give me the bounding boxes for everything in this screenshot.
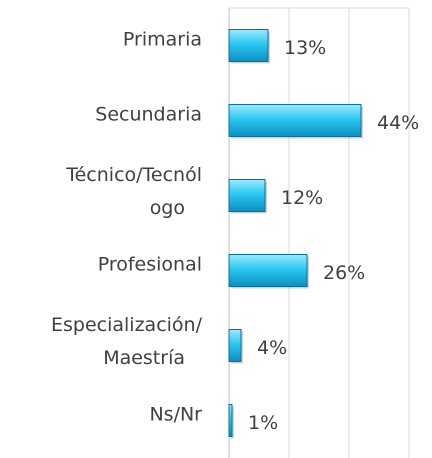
bar: [228, 254, 308, 287]
y-tick-label: Especialización/Maestría: [51, 314, 203, 369]
y-tick-label-line: Profesional: [98, 253, 202, 275]
y-tick-label: Secundaria: [95, 103, 202, 125]
y-tick-label-line: Ns/Nr: [149, 403, 202, 425]
data-label: 12%: [281, 187, 323, 209]
data-label: 13%: [284, 37, 326, 59]
data-label: 44%: [377, 112, 419, 134]
y-tick-label-line: Maestría: [103, 347, 185, 369]
data-label: 1%: [248, 412, 278, 434]
bar: [228, 329, 242, 362]
y-tick-label: Primaria: [123, 28, 202, 50]
y-tick-label-line: ogo: [150, 197, 185, 219]
y-tick-label: Técnico/Tecnól ogo: [65, 164, 202, 219]
bar: [228, 179, 266, 212]
y-tick-label: Ns/Nr: [149, 403, 202, 425]
bar: [228, 104, 362, 137]
y-tick-label-line: Especialización/: [51, 314, 203, 336]
data-label: 4%: [257, 337, 287, 359]
bar: [228, 29, 269, 62]
bar: [228, 404, 233, 437]
y-tick-label-line: Técnico/Tecnól: [65, 164, 202, 186]
y-tick-label-line: Secundaria: [95, 103, 202, 125]
y-tick-label: Profesional: [98, 253, 202, 275]
data-label: 26%: [323, 262, 365, 284]
y-tick-label-line: Primaria: [123, 28, 202, 50]
